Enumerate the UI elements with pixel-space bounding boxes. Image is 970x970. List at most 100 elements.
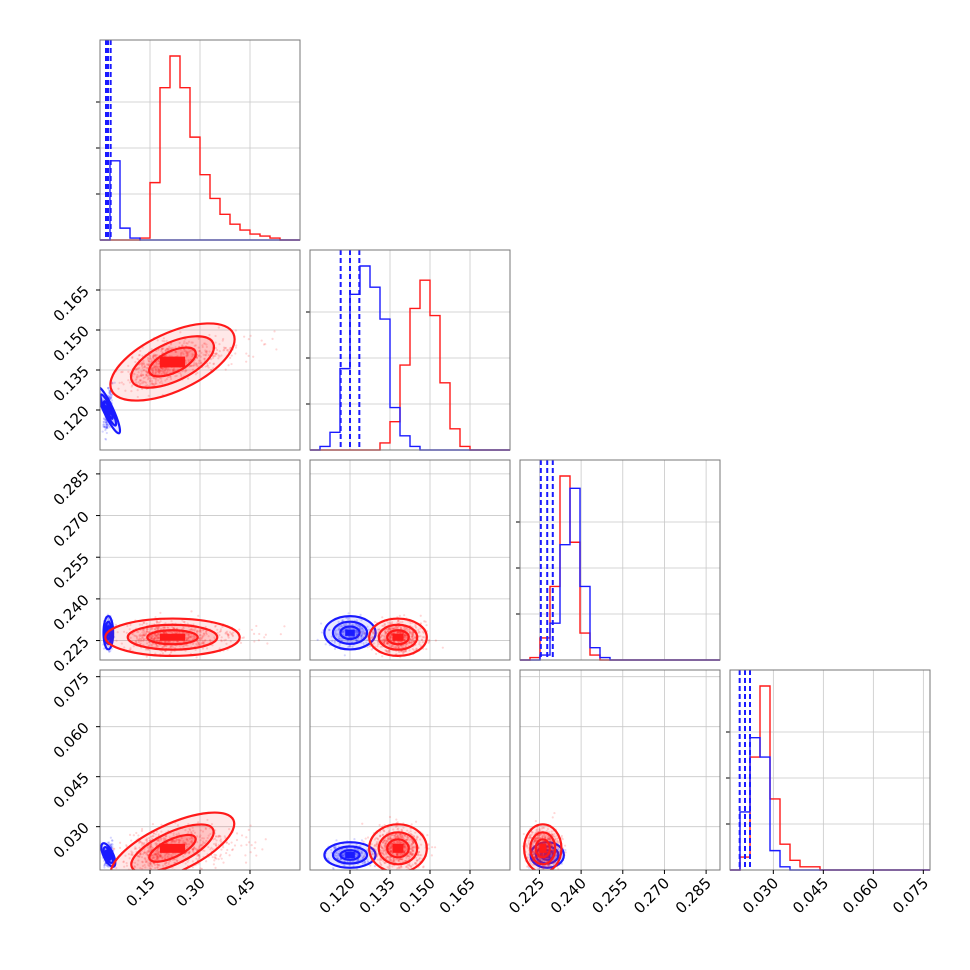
- sample-point: [197, 821, 200, 824]
- sample-point: [135, 635, 138, 638]
- sample-point: [404, 850, 407, 853]
- sample-point: [220, 841, 223, 844]
- sample-point: [403, 842, 406, 846]
- sample-point: [391, 627, 394, 630]
- sample-point: [140, 374, 143, 377]
- sample-point: [397, 827, 400, 830]
- sample-point: [213, 856, 217, 859]
- sample-point: [390, 846, 393, 850]
- sample-point: [197, 337, 200, 340]
- sample-point: [125, 844, 128, 847]
- sample-point: [125, 631, 128, 634]
- sample-point: [415, 838, 418, 841]
- sample-point: [198, 630, 201, 633]
- sample-point: [110, 396, 113, 399]
- sample-point: [336, 854, 340, 857]
- sample-point: [418, 856, 422, 860]
- density-peak: [345, 629, 355, 636]
- sample-point: [404, 634, 408, 637]
- sample-point: [217, 835, 220, 839]
- sample-point: [366, 860, 369, 863]
- sample-point: [156, 856, 159, 859]
- sample-point: [235, 832, 239, 835]
- sample-point: [153, 633, 157, 636]
- sample-point: [181, 842, 185, 845]
- sample-point: [167, 861, 171, 864]
- sample-point: [128, 833, 132, 836]
- sample-point: [131, 383, 134, 387]
- sample-point: [360, 852, 364, 855]
- sample-point: [162, 347, 165, 350]
- sample-point: [192, 629, 195, 632]
- sample-point: [409, 638, 412, 641]
- panel-1-0: [100, 250, 300, 450]
- sample-point: [222, 861, 225, 864]
- sample-point: [412, 871, 414, 873]
- sample-point: [155, 361, 158, 364]
- sample-point: [150, 635, 153, 638]
- sample-point: [164, 350, 167, 353]
- sample-point: [394, 646, 397, 649]
- sample-point: [396, 853, 399, 856]
- sample-point: [370, 843, 373, 846]
- sample-point: [102, 420, 106, 423]
- sample-point: [131, 872, 133, 874]
- sample-point: [151, 370, 155, 373]
- sample-point: [379, 861, 382, 864]
- sample-point: [161, 351, 165, 354]
- sample-point: [404, 650, 408, 653]
- sample-point: [143, 857, 146, 860]
- sample-point: [129, 647, 132, 650]
- sample-point: [390, 627, 393, 630]
- sample-point: [384, 849, 387, 852]
- scatter-group: [100, 811, 267, 878]
- sample-point: [275, 348, 278, 351]
- sample-point: [376, 628, 379, 631]
- sample-point: [214, 352, 217, 355]
- sample-point: [176, 354, 179, 358]
- sample-point: [157, 636, 160, 640]
- sample-point: [136, 357, 139, 360]
- sample-point: [153, 853, 156, 856]
- sample-point: [386, 630, 390, 633]
- sample-point: [155, 620, 158, 623]
- sample-point: [140, 363, 144, 366]
- sample-point: [134, 378, 137, 382]
- sample-point: [212, 362, 215, 366]
- sample-point: [173, 369, 176, 372]
- sample-point: [219, 835, 222, 838]
- sample-point: [383, 639, 386, 643]
- sample-point: [164, 640, 168, 643]
- sample-point: [396, 877, 398, 879]
- sample-point: [337, 636, 340, 639]
- sample-point: [108, 392, 111, 395]
- sample-point: [223, 835, 226, 838]
- sample-point: [172, 369, 175, 372]
- sample-point: [206, 364, 210, 367]
- sample-point: [156, 370, 159, 373]
- sample-point: [360, 634, 363, 637]
- sample-point: [397, 834, 400, 837]
- sample-point: [154, 628, 157, 631]
- sample-point: [361, 628, 364, 631]
- sample-point: [222, 349, 225, 352]
- sample-point: [362, 631, 365, 634]
- sample-point: [146, 850, 149, 853]
- sample-point: [189, 841, 192, 844]
- sample-point: [400, 858, 403, 861]
- sample-point: [165, 339, 168, 342]
- sample-point: [214, 347, 217, 350]
- sample-point: [149, 862, 152, 865]
- sample-point: [390, 859, 393, 862]
- sample-point: [404, 844, 407, 847]
- sample-point: [104, 420, 107, 424]
- sample-point: [156, 637, 159, 640]
- sample-point: [109, 392, 112, 395]
- sample-point: [145, 374, 148, 377]
- sample-point: [349, 644, 352, 647]
- sample-point: [402, 850, 406, 853]
- sample-point: [182, 625, 185, 628]
- sample-point: [383, 844, 386, 847]
- sample-point: [150, 876, 152, 878]
- sample-point: [412, 845, 415, 849]
